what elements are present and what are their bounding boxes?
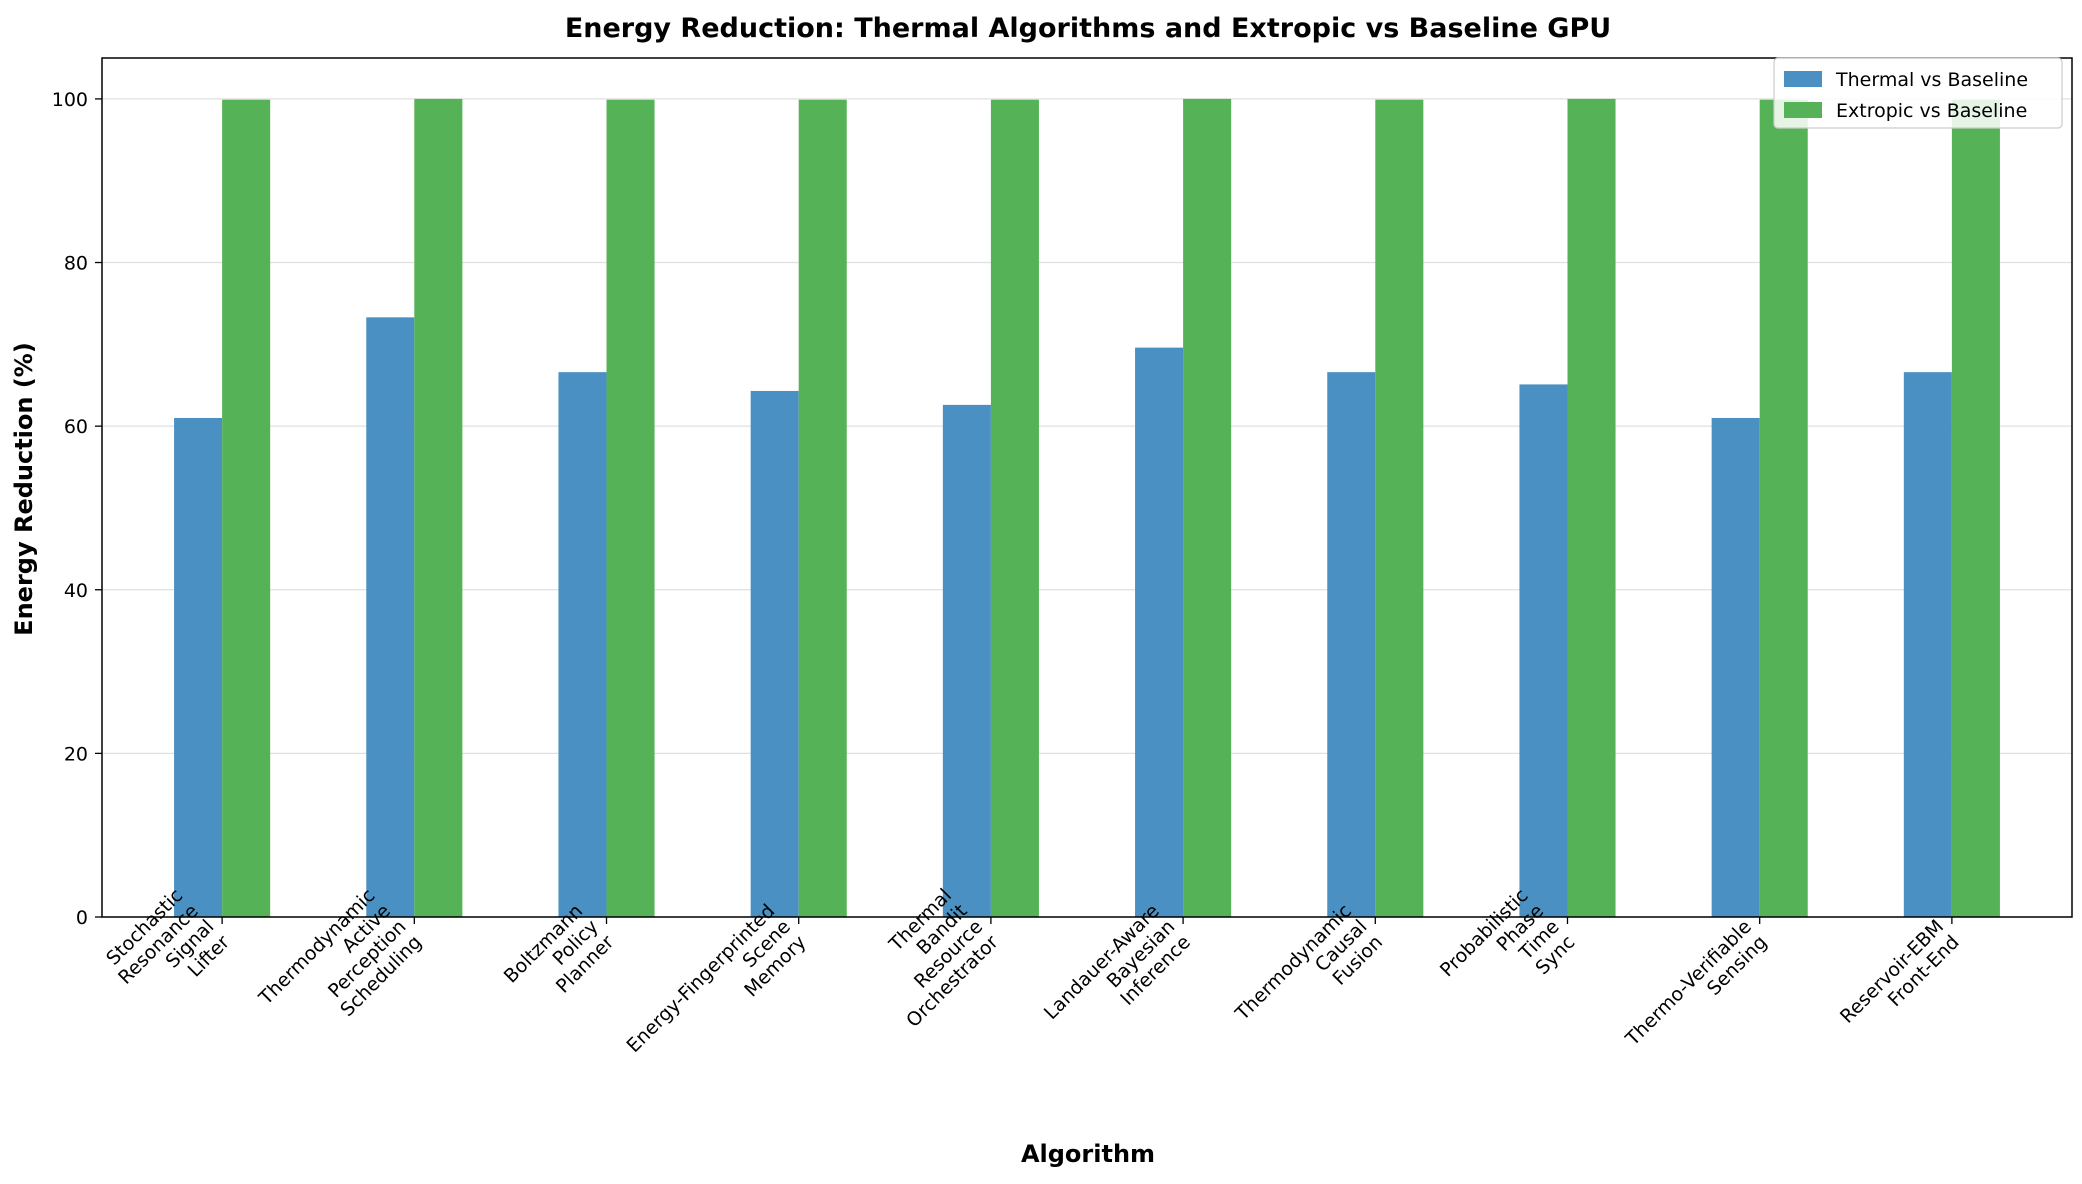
plot-frame — [101, 57, 2073, 918]
y-tick-label: 20 — [64, 743, 88, 765]
chart-title: Energy Reduction: Thermal Algorithms and… — [565, 13, 1611, 44]
y-tick-label: 60 — [64, 416, 88, 438]
bars — [174, 98, 2000, 918]
bar-extropic — [1375, 99, 1424, 918]
bar-thermal — [1519, 384, 1568, 917]
x-axis-label: Algorithm — [1021, 1140, 1155, 1168]
bar-thermal — [1135, 347, 1184, 917]
legend-label: Extropic vs Baseline — [1836, 100, 2027, 122]
legend-box — [1773, 57, 2063, 129]
bar-thermal — [558, 372, 607, 917]
bar-thermal — [750, 390, 799, 918]
y-tick-label: 0 — [76, 907, 88, 929]
bar-thermal — [1327, 372, 1376, 917]
legend-label: Thermal vs Baseline — [1835, 69, 2028, 91]
bar-extropic — [990, 99, 1039, 918]
y-tick-label: 80 — [64, 253, 88, 275]
bar-extropic — [1951, 99, 2000, 918]
bar-extropic — [1567, 98, 1616, 917]
bar-extropic — [1759, 99, 1808, 918]
bar-extropic — [606, 99, 655, 918]
legend-swatch — [1784, 102, 1822, 118]
bar-extropic — [222, 99, 271, 918]
y-tick-label: 100 — [52, 89, 88, 111]
bar-extropic — [798, 99, 847, 918]
bar-thermal — [366, 317, 415, 917]
bar-extropic — [414, 98, 463, 917]
bar-thermal — [1903, 372, 1952, 917]
bar-thermal — [174, 417, 223, 917]
bar-thermal — [942, 404, 991, 917]
legend: Thermal vs Baseline Extropic vs Baseline — [1773, 57, 2063, 129]
y-tick-label: 40 — [64, 580, 88, 602]
bar-extropic — [1183, 98, 1232, 917]
y-axis-label: Energy Reduction (%) — [10, 342, 38, 636]
legend-swatch — [1784, 71, 1822, 87]
bar-thermal — [1711, 417, 1760, 917]
